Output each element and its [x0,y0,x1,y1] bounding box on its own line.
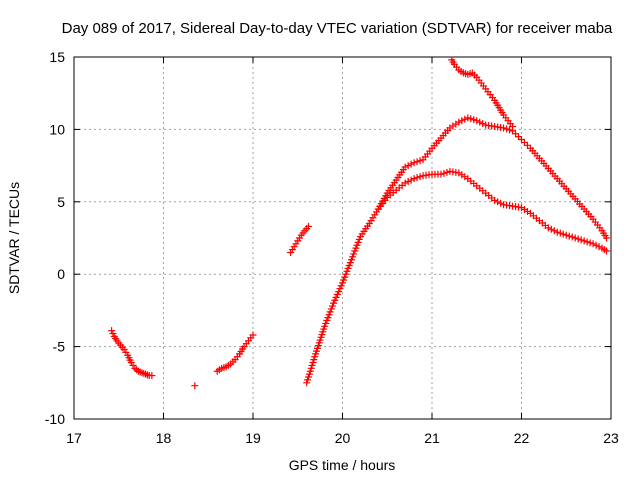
grid [74,57,611,419]
data-point [494,198,502,206]
y-tick-label: -5 [53,339,66,355]
data-point [595,243,603,251]
x-axis-label: GPS time / hours [289,457,396,473]
data-point [464,114,472,122]
data-point [413,158,421,166]
y-tick-label: -10 [45,411,65,427]
data-point [571,234,579,242]
data-point [191,382,199,390]
data-point [443,168,451,176]
data-point [583,238,591,246]
data-point [440,169,448,177]
y-tick-label: 0 [57,266,65,282]
data-points [108,56,611,390]
data-point [553,228,561,236]
data-point [509,123,517,131]
data-point [603,247,611,255]
data-point [586,239,594,247]
data-point [565,232,573,240]
x-tick-label: 17 [66,430,82,446]
data-point [589,240,597,248]
axis-tick-labels: 17 18 19 20 21 22 23 -10 -5 0 5 10 15 [45,49,619,446]
y-tick-label: 5 [57,194,65,210]
x-tick-label: 18 [156,430,172,446]
data-point [455,118,463,126]
data-point [506,126,514,134]
data-point [437,170,445,178]
data-point [407,160,415,168]
data-point [467,115,475,123]
data-point [491,196,499,204]
x-tick-label: 19 [245,430,261,446]
data-point [544,224,552,232]
data-point [413,174,421,182]
data-point [577,236,585,244]
data-point [556,229,564,237]
y-tick-label: 15 [49,49,65,65]
data-point [476,118,484,126]
data-point [249,331,257,339]
data-point [416,173,424,181]
data-point [568,233,576,241]
data-point [458,117,466,125]
data-point [404,162,412,170]
data-point [410,159,418,167]
data-point [148,372,156,380]
x-tick-label: 21 [424,430,440,446]
y-axis-label: SDTVAR / TECUs [6,182,22,294]
data-point [401,163,409,171]
data-point [407,176,415,184]
data-point [479,120,487,128]
data-point [562,231,570,239]
axis-ticks [73,56,612,420]
data-point [401,179,409,187]
x-tick-label: 20 [335,430,351,446]
data-point [461,115,469,123]
data-point [547,225,555,233]
data-point [592,241,600,249]
y-tick-label: 10 [49,121,65,137]
data-point [416,157,424,165]
chart-title: Day 089 of 2017, Sidereal Day-to-day VTE… [62,20,613,37]
data-point [603,234,611,242]
x-tick-label: 23 [603,430,619,446]
data-point [470,116,478,124]
data-point [497,199,505,207]
data-point [473,117,481,125]
data-point [304,222,312,230]
data-point [503,125,511,133]
data-point [404,178,412,186]
data-point [550,227,558,235]
data-point [410,175,418,183]
x-tick-label: 22 [514,430,530,446]
data-point [559,230,567,238]
data-point [580,237,588,245]
data-point [574,235,582,243]
data-point [500,124,508,132]
